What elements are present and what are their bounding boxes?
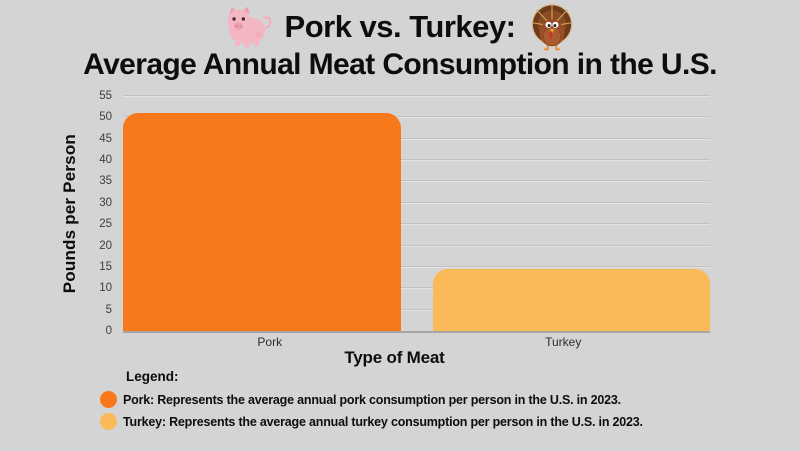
y-tick-10: 10 <box>99 282 112 295</box>
y-tick-45: 45 <box>99 132 112 145</box>
gridline-10 <box>123 287 710 289</box>
bar-slot-pork <box>123 96 417 331</box>
legend-item-label: Turkey: Represents the average annual tu… <box>123 414 643 429</box>
gridline-25 <box>123 223 710 225</box>
pig-icon <box>221 4 275 50</box>
x-tick-pork: Pork <box>257 335 283 349</box>
x-axis-label: Type of Meat <box>344 348 445 367</box>
y-axis-label: Pounds per Person <box>56 96 84 331</box>
y-tick-40: 40 <box>99 154 112 167</box>
y-axis-label-text: Pounds per Person <box>60 133 79 294</box>
y-tick-50: 50 <box>99 111 112 124</box>
bar-turkey <box>432 269 710 331</box>
title-row-1: Pork vs. Turkey: <box>0 3 800 51</box>
y-tick-0: 0 <box>105 325 112 337</box>
y-tick-15: 15 <box>99 260 112 273</box>
y-tick-20: 20 <box>99 239 112 252</box>
pork-swatch-icon <box>100 391 117 408</box>
gridline-50 <box>123 116 710 118</box>
gridline-15 <box>123 265 710 267</box>
gridline-5 <box>123 308 710 310</box>
legend: Legend: Pork: Represents the average ann… <box>100 369 780 435</box>
gridline-20 <box>123 244 710 246</box>
y-tick-25: 25 <box>99 218 112 231</box>
x-axis-ticks: Pork Turkey <box>123 335 710 349</box>
x-tick-turkey: Turkey <box>545 335 582 349</box>
y-tick-35: 35 <box>99 175 112 188</box>
page-title-line-2: Average Annual Meat Consumption in the U… <box>83 48 717 81</box>
gridline-40 <box>123 159 710 161</box>
turkey-swatch-icon <box>100 413 117 430</box>
gridline-45 <box>123 137 710 139</box>
legend-heading: Legend: <box>126 369 179 384</box>
page-title-line-1: Pork vs. Turkey: <box>284 9 516 44</box>
legend-item-pork: Pork: Represents the average annual pork… <box>100 391 780 408</box>
gridline-30 <box>123 201 710 203</box>
y-tick-5: 5 <box>105 303 112 316</box>
plot-area <box>123 95 710 333</box>
legend-item-label: Pork: Represents the average annual pork… <box>123 392 621 407</box>
gridline-35 <box>123 180 710 182</box>
y-axis-ticks: 0 5 10 15 20 25 30 35 40 45 50 55 <box>84 90 117 337</box>
bar-pork <box>123 113 401 331</box>
bar-slot-turkey <box>417 96 710 331</box>
gridline-55 <box>123 95 710 96</box>
turkey-icon <box>525 3 579 51</box>
bars <box>123 96 710 331</box>
y-tick-55: 55 <box>99 90 112 102</box>
legend-item-turkey: Turkey: Represents the average annual tu… <box>100 413 780 430</box>
header: Pork vs. Turkey: <box>0 3 800 82</box>
y-tick-30: 30 <box>99 196 112 209</box>
